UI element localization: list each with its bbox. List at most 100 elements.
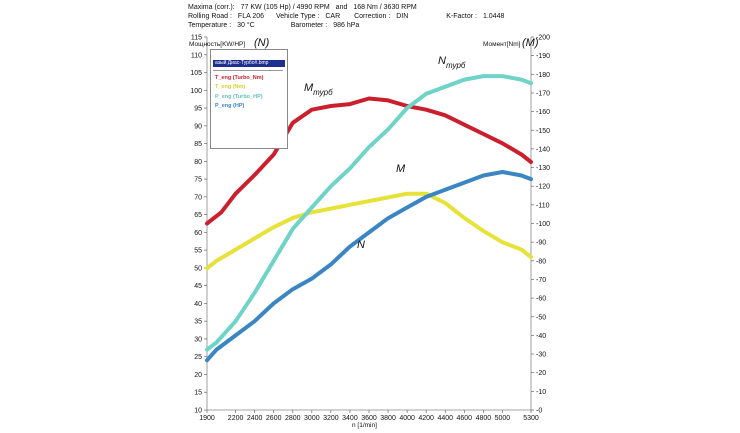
right-tick-label: -0 <box>536 408 542 415</box>
series-point <box>220 211 223 214</box>
series-point <box>205 267 209 270</box>
right-tick-label: -190 <box>536 53 550 60</box>
x-tick-label: 4800 <box>476 415 492 422</box>
series-point <box>386 99 390 102</box>
left-tick-label: 75 <box>194 177 202 184</box>
left-tick-label: 90 <box>194 123 202 130</box>
series-point <box>329 263 333 266</box>
right-tick-label: -20 <box>536 370 546 377</box>
x-tick-label: 2400 <box>247 415 263 422</box>
series-point <box>444 201 447 205</box>
left-tick-label: 50 <box>194 265 202 272</box>
max-torque: 168 Nm / 3630 RPM <box>353 4 417 11</box>
series-point <box>482 132 485 136</box>
left-tick-label: 45 <box>194 283 202 290</box>
series-point <box>205 359 209 362</box>
m-annotation: M <box>396 163 406 175</box>
right-axis-ticks: -0 -10 -20 -30 -40 -50 -60 -70 -80 -90 -100 -110 -12… <box>531 35 550 415</box>
series-point <box>253 173 256 177</box>
series-point <box>501 240 504 244</box>
series-point <box>501 142 504 145</box>
series-point <box>310 108 314 111</box>
legend-item-power: P_eng (HP) <box>215 103 245 109</box>
x-tick-label: 5300 <box>523 415 539 422</box>
header-row3: Temperature : 30 °C Barometer : 986 hPa <box>188 22 359 29</box>
series-point <box>463 123 466 126</box>
left-axis-ticks: 10 15 20 25 30 35 40 45 50 55 60 65 70 75 80 85 90 95 100 1… <box>190 35 207 415</box>
left-tick-label: 65 <box>194 212 202 219</box>
max-power: 77 KW (105 Hp) / 4990 RPM <box>240 4 330 11</box>
series-point <box>310 206 314 209</box>
left-tick-label: 30 <box>194 336 202 343</box>
series-point <box>529 255 533 259</box>
series-point <box>386 196 390 199</box>
n-turbo-main: N <box>438 55 446 67</box>
series-point <box>529 160 533 164</box>
barometer-label: Barometer : <box>290 22 328 29</box>
right-tick-label: -90 <box>536 240 546 247</box>
x-tick-label: 5000 <box>495 415 511 422</box>
series-point <box>329 185 333 188</box>
left-tick-label: 10 <box>194 408 202 415</box>
series-point <box>272 259 275 262</box>
left-tick-label: 25 <box>194 354 202 361</box>
right-tick-label: -180 <box>536 72 550 79</box>
x-tick-label: 2800 <box>285 415 301 422</box>
right-axis-label: Момент[Nm] <box>483 41 521 48</box>
temperature-value: 30 °C <box>237 22 255 29</box>
x-tick-label: 3400 <box>342 415 358 422</box>
right-unit-annotation: (M) <box>522 37 539 49</box>
right-tick-label: -30 <box>536 352 546 359</box>
series-point <box>215 348 218 351</box>
series-point <box>234 192 237 195</box>
legend-title: азый Диас-Турбо#.bmp <box>213 60 285 67</box>
series-point <box>367 97 371 100</box>
left-unit-annotation: (N) <box>254 37 270 49</box>
right-tick-label: -160 <box>536 109 550 116</box>
right-tick-label: -10 <box>536 389 546 396</box>
right-tick-label: -40 <box>536 333 546 340</box>
barometer-value: 986 hPa <box>333 22 360 29</box>
series-point <box>205 348 209 351</box>
legend: азый Диас-Турбо#.bmp T_eng (Turbo_Nm) T_… <box>210 49 288 149</box>
series-point <box>424 92 428 96</box>
series-point <box>329 104 333 108</box>
x-tick-label: 3600 <box>361 415 377 422</box>
series-point <box>501 170 504 174</box>
series-point <box>520 78 523 81</box>
series-point <box>310 277 314 280</box>
right-tick-label: -130 <box>536 165 550 172</box>
series-point <box>367 199 371 203</box>
left-tick-label: 35 <box>194 319 202 326</box>
series-point <box>367 145 371 149</box>
x-tick-label: 4200 <box>418 415 434 422</box>
series-point <box>520 174 523 177</box>
series-layer <box>205 74 533 363</box>
left-tick-label: 115 <box>191 35 202 42</box>
series-point <box>234 334 237 337</box>
left-tick-label: 105 <box>190 70 202 77</box>
k-factor-value: 1.0448 <box>482 13 505 20</box>
series-point <box>482 174 485 177</box>
series-point <box>520 153 523 156</box>
series-point <box>329 207 333 210</box>
vehicle-type-label: Vehicle Type : <box>275 13 320 20</box>
x-axis-ticks: 1900 2200 2400 2600 2800 3000 3200 3400 3600 3800… <box>199 410 539 422</box>
m-turbo-sub: турб <box>313 88 333 97</box>
left-tick-label: 100 <box>190 88 202 95</box>
left-tick-label: 55 <box>194 248 202 255</box>
series-point <box>348 203 352 207</box>
series-point <box>234 319 237 323</box>
series-point <box>272 153 275 156</box>
correction-value: DIN <box>396 13 409 20</box>
rolling-road-value: FLA 206 <box>237 13 264 20</box>
right-tick-label: -70 <box>536 277 546 284</box>
series-point <box>405 106 409 110</box>
x-tick-label: 4000 <box>399 415 415 422</box>
series-point <box>253 319 256 323</box>
x-tick-label: 2200 <box>228 415 244 422</box>
series-point <box>386 216 390 220</box>
series-point <box>405 206 409 209</box>
series-point <box>424 195 428 199</box>
